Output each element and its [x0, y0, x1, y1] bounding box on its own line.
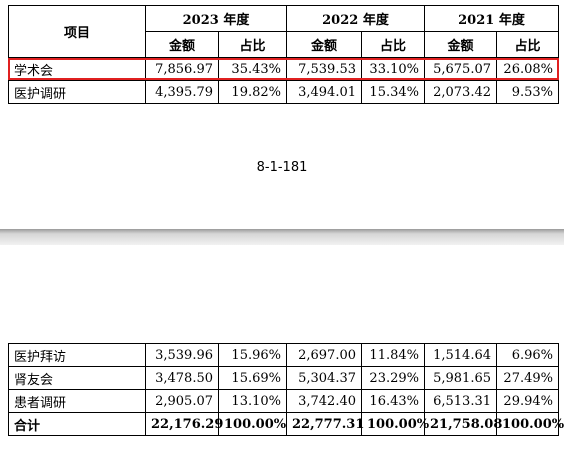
cell-value: 5,981.65 — [424, 366, 497, 390]
table-row: 患者调研 2,905.07 13.10% 3,742.40 16.43% 6,5… — [8, 389, 559, 413]
cell-value: 15.96% — [218, 343, 287, 367]
row-name: 患者调研 — [8, 389, 146, 413]
header-item: 项目 — [8, 5, 146, 58]
total-value: 100.00% — [496, 412, 564, 436]
cell-value: 2,073.42 — [424, 80, 497, 104]
cell-value: 3,478.50 — [145, 366, 219, 390]
row-name: 肾友会 — [8, 366, 146, 390]
row-name: 医护拜访 — [8, 343, 146, 367]
total-value: 22,777.31 — [286, 412, 364, 436]
cell-value: 2,697.00 — [286, 343, 362, 367]
table-row: 医护调研 4,395.79 19.82% 3,494.01 15.34% 2,0… — [8, 80, 559, 104]
cell-value: 16.43% — [361, 389, 425, 413]
page-number: 8-1-181 — [256, 160, 308, 175]
cell-value: 3,494.01 — [286, 80, 362, 104]
cell-value: 3,742.40 — [286, 389, 362, 413]
cell-value: 11.84% — [361, 343, 425, 367]
header-amount: 金额 — [286, 31, 362, 58]
cell-value: 2,905.07 — [145, 389, 219, 413]
header-amount: 金额 — [145, 31, 219, 58]
total-row: 合计 22,176.29 100.00% 22,777.31 100.00% 2… — [8, 412, 564, 436]
table-row: 医护拜访 3,539.96 15.96% 2,697.00 11.84% 1,5… — [8, 343, 559, 367]
cell-value: 26.08% — [496, 57, 559, 81]
cell-value: 9.53% — [496, 80, 559, 104]
cell-value: 5,304.37 — [286, 366, 362, 390]
total-value: 21,758.08 — [424, 412, 502, 436]
page-break-divider — [0, 229, 564, 245]
header-ratio: 占比 — [496, 31, 559, 58]
cell-value: 15.34% — [361, 80, 425, 104]
cell-value: 15.69% — [218, 366, 287, 390]
total-label: 合计 — [8, 412, 146, 436]
expense-table-bottom: 医护拜访 3,539.96 15.96% 2,697.00 11.84% 1,5… — [8, 343, 564, 436]
total-value: 100.00% — [218, 412, 287, 436]
cell-value: 1,514.64 — [424, 343, 497, 367]
total-value: 100.00% — [361, 412, 429, 436]
cell-value: 27.49% — [496, 366, 559, 390]
cell-value: 6,513.31 — [424, 389, 497, 413]
row-name: 学术会 — [8, 57, 146, 81]
header-ratio: 占比 — [361, 31, 425, 58]
expense-table-top: 项目 2023 年度 2022 年度 2021 年度 金额 占比 金额 占比 金… — [8, 5, 559, 104]
header-ratio: 占比 — [218, 31, 287, 58]
header-year-2022: 2022 年度 — [286, 5, 425, 32]
row-name: 医护调研 — [8, 80, 146, 104]
header-amount: 金额 — [424, 31, 497, 58]
cell-value: 29.94% — [496, 389, 559, 413]
cell-value: 23.29% — [361, 366, 425, 390]
header-year-2021: 2021 年度 — [424, 5, 559, 32]
cell-value: 3,539.96 — [145, 343, 219, 367]
highlight-box — [8, 58, 559, 80]
cell-value: 19.82% — [218, 80, 287, 104]
table-row: 学术会 7,856.97 35.43% 7,539.53 33.10% 5,67… — [8, 57, 559, 81]
table-row: 肾友会 3,478.50 15.69% 5,304.37 23.29% 5,98… — [8, 366, 559, 390]
cell-value: 13.10% — [218, 389, 287, 413]
total-value: 22,176.29 — [145, 412, 223, 436]
header-year-2023: 2023 年度 — [145, 5, 287, 32]
cell-value: 4,395.79 — [145, 80, 219, 104]
cell-value: 6.96% — [496, 343, 559, 367]
